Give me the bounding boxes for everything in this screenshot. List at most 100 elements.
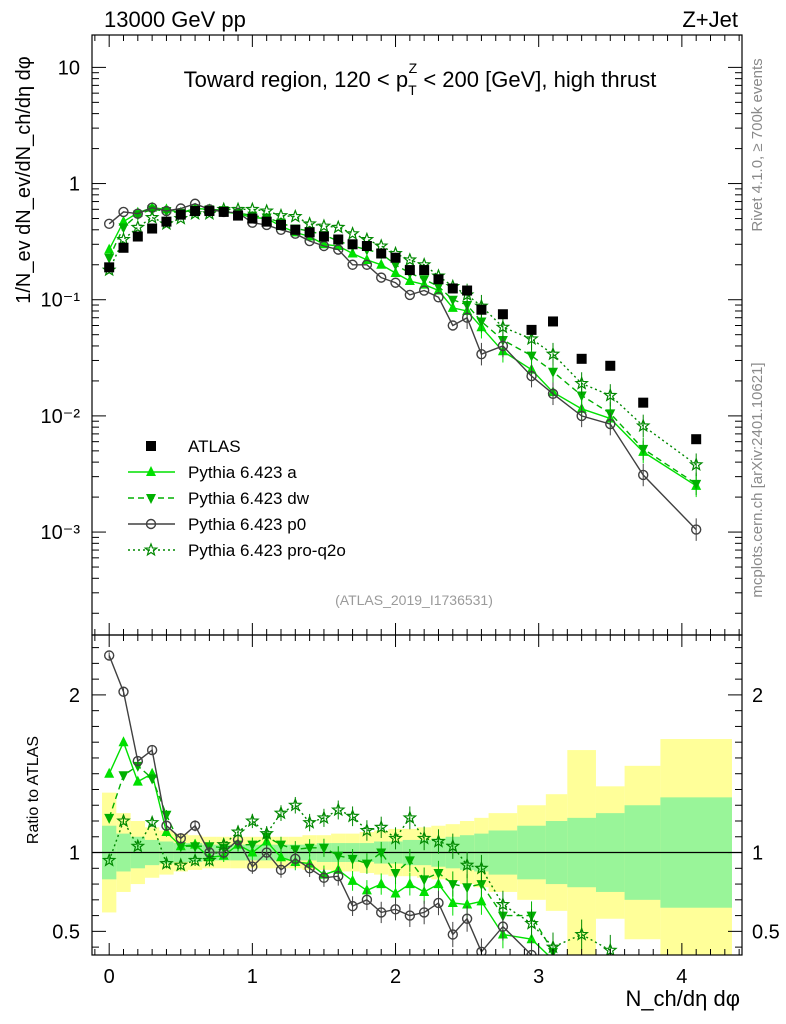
pythia_proq2o-ratio-point (316, 810, 332, 825)
pythia_a-point (376, 258, 387, 269)
pythia_dw-point (476, 317, 487, 328)
ratio-plot-area (92, 650, 742, 955)
atlas-data-point (233, 210, 244, 221)
pythia_dw-ratio-point (347, 854, 358, 865)
pythia_dw-point (638, 444, 649, 455)
atlas-data-point (204, 206, 215, 217)
pythia_proq2o-ratio-point (259, 825, 275, 840)
pythia_p0-ratio-point (318, 872, 330, 883)
pythia_p0-point (333, 244, 344, 255)
pythia_p0-ratio-point (526, 949, 537, 955)
pythia_dw-point (576, 391, 587, 402)
atlas-data-point (190, 206, 201, 217)
pythia_dw-point (390, 260, 401, 271)
pythia_p0-point (638, 469, 649, 481)
legend-marker (146, 494, 156, 504)
pythia_proq2o-ratio-point (445, 838, 461, 853)
pythia_p0-ratio-point (146, 744, 158, 756)
pythia_proq2o-ratio-point (388, 830, 403, 845)
pythia_proq2o-ratio-point (187, 852, 203, 867)
pythia_a-ratio-point (104, 767, 115, 778)
title-pre: Toward region, 120 < p (184, 67, 408, 92)
pythia_a-point (118, 215, 129, 226)
atlas-data-point (497, 309, 508, 320)
atlas-data-point (419, 265, 430, 276)
legend-label: Pythia 6.423 a (188, 463, 297, 482)
pythia_a-ratio-point (476, 895, 487, 906)
pythia_dw-ratio-point (476, 880, 487, 891)
pythia_proq2o-point (402, 252, 418, 267)
pythia_proq2o-point (495, 319, 511, 334)
atlas-data-point (261, 216, 272, 227)
pythia_proq2o-ratio-point (495, 896, 511, 911)
pythia_proq2o-ratio-point (330, 802, 346, 817)
pythia_proq2o-ratio-point (402, 810, 418, 825)
pythia_p0-point (161, 205, 172, 217)
site-label: mcplots.cern.ch [arXiv:2401.10621] (749, 362, 766, 597)
legend-label: Pythia 6.423 p0 (188, 515, 306, 534)
pythia_p0-ratio-point (376, 907, 387, 918)
legend-marker (143, 542, 159, 557)
atlas-data-point (404, 265, 415, 276)
pythia_p0-ratio-point (103, 650, 115, 661)
atlas-data-point (638, 397, 649, 408)
pythia_proq2o-ratio-point (459, 857, 475, 872)
atlas-data-point (605, 360, 616, 371)
atlas-data-point (462, 285, 473, 296)
pythia_proq2o-ratio-point (216, 836, 232, 851)
pythia_a-ratio-point (275, 851, 286, 862)
pythia_proq2o-ratio-point (245, 813, 260, 828)
pythia_a-ratio-point (462, 898, 473, 909)
pythia_p0-ratio-point (161, 820, 172, 831)
pythia_proq2o-ratio-point (359, 822, 375, 837)
pythia_a-ratio-point (526, 933, 537, 944)
pythia_proq2o-point (130, 219, 146, 234)
pythia_p0-ratio-point (476, 946, 487, 955)
pythia_dw-point (433, 282, 444, 293)
atlas-data-point (347, 239, 358, 250)
pythia_dw-ratio-point (361, 859, 372, 870)
pythia_dw-point (118, 223, 129, 234)
pythia_p0-ratio-point (247, 861, 258, 872)
pythia_dw-ratio-point (333, 851, 344, 862)
pythia_proq2o-point (287, 208, 303, 223)
title-post: < 200 [GeV], high thrust (417, 67, 656, 92)
atlas-data-point (376, 248, 387, 259)
pythia_proq2o-point (245, 201, 260, 216)
pythia_p0-point (361, 259, 373, 270)
pythia_proq2o-point (330, 219, 346, 234)
pythia_dw-point (104, 253, 115, 264)
pythia_dw-ratio-point (175, 842, 186, 853)
pythia_p0-point (605, 418, 616, 430)
pythia_proq2o-ratio-point (287, 797, 303, 812)
legend-item-pythia_p0: Pythia 6.423 p0 (128, 515, 306, 534)
pythia_dw-line (108, 208, 697, 485)
pythia_dw-point (161, 207, 172, 218)
pythia_a-point (404, 274, 415, 285)
pythia_dw-ratio-point (247, 840, 258, 851)
atlas-data-point (290, 224, 301, 235)
pythia_proq2o-point (574, 375, 589, 390)
pythia_p0-ratio-point (497, 921, 509, 932)
pythia_a-ratio-point (132, 775, 143, 786)
pythia_proq2o-ratio-point (159, 855, 174, 870)
legend-label: ATLAS (188, 437, 241, 456)
pythia_p0-ratio-point (404, 910, 416, 921)
legend-item-data: ATLAS (146, 437, 241, 456)
pythia_p0-ratio-point (390, 904, 401, 915)
pythia_proq2o-ratio-point (524, 915, 539, 930)
pythia_p0-point (447, 320, 458, 331)
pythia_p0-point (103, 218, 115, 230)
main-panel (101, 198, 704, 541)
watermark: (ATLAS_2019_I1736531) (335, 592, 493, 608)
pythia_proq2o-point (273, 207, 289, 222)
pythia_proq2o-ratio-point (574, 926, 589, 941)
pythia_dw-ratio-point (447, 880, 458, 891)
pythia_dw-ratio-point (462, 883, 473, 894)
atlas-data-point (476, 304, 487, 315)
pythia_p0-ratio-point (433, 897, 444, 909)
atlas-data-point (104, 262, 115, 273)
pythia_proq2o-ratio-point (202, 852, 217, 867)
y-tick-label: 10⁻¹ (41, 290, 81, 312)
legend-item-pythia_proq2o: Pythia 6.423 pro-q2o (128, 541, 346, 560)
